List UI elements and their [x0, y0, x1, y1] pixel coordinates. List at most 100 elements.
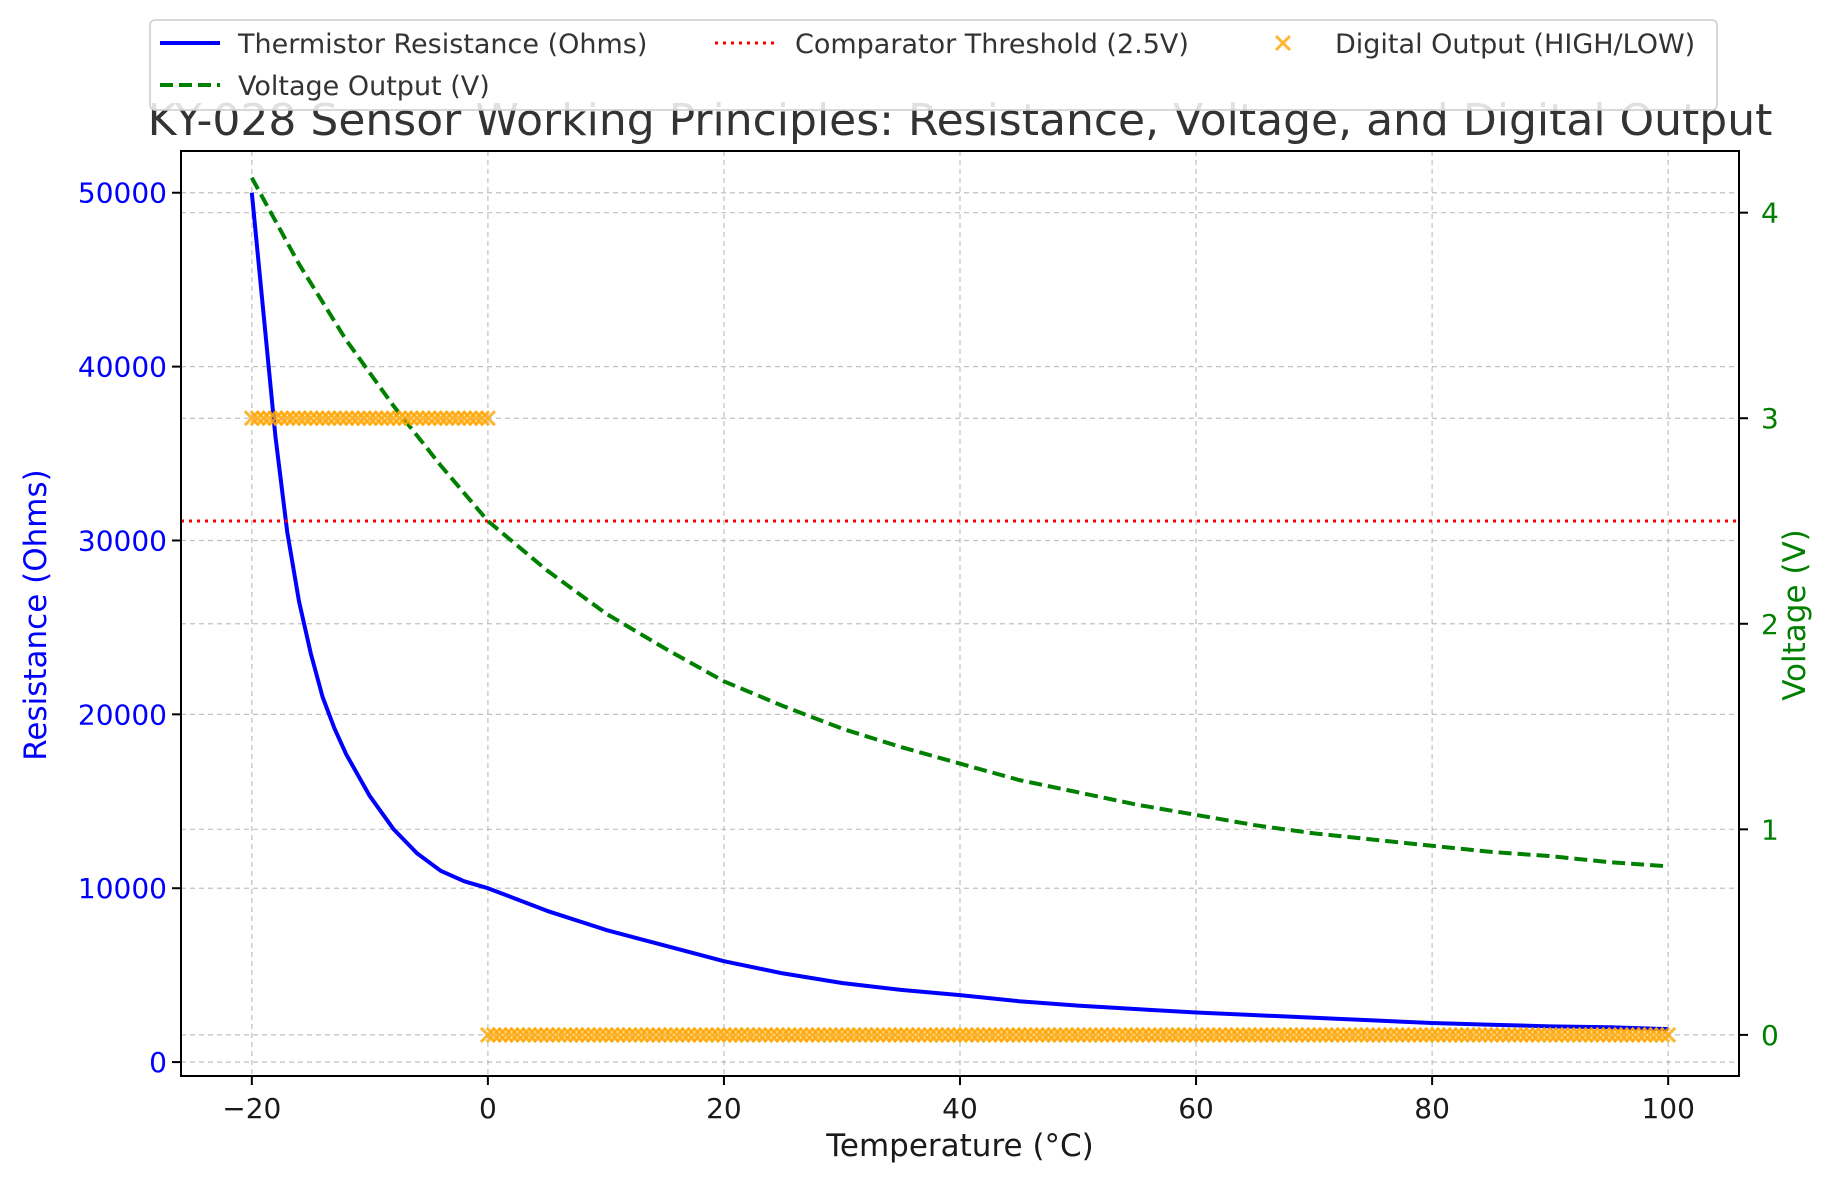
digital-output-marker — [603, 1026, 620, 1043]
legend-label-threshold: Comparator Threshold (2.5V) — [795, 29, 1189, 60]
x-tick-label: −20 — [222, 1092, 281, 1125]
digital-output-marker — [1477, 1026, 1494, 1043]
y-right-tick-label: 0 — [1761, 1019, 1779, 1052]
digital-output-marker — [1394, 1026, 1411, 1043]
digital-output-marker — [792, 1026, 809, 1043]
series-layer — [181, 176, 1739, 1043]
digital-output-marker — [1117, 1026, 1134, 1043]
digital-output-marker — [479, 410, 496, 427]
digital-output-marker — [1542, 1026, 1559, 1043]
digital-output-marker — [940, 1026, 957, 1043]
digital-output-marker — [1553, 1026, 1571, 1043]
digital-output-marker — [1010, 1026, 1028, 1043]
digital-output-marker — [963, 1026, 980, 1043]
x-tick-label: 40 — [942, 1092, 978, 1125]
digital-output-marker — [550, 1026, 567, 1043]
digital-output-marker — [1270, 1026, 1287, 1043]
digital-output-marker — [621, 1026, 638, 1043]
digital-output-marker — [1235, 1026, 1252, 1043]
digital-output-marker — [757, 1026, 774, 1043]
digital-output-marker — [627, 1026, 644, 1043]
digital-output-marker — [1660, 1026, 1677, 1043]
digital-output-marker — [975, 1026, 992, 1043]
digital-output-marker — [1193, 1026, 1211, 1043]
y-left-tick-label: 40000 — [78, 351, 167, 384]
digital-output-marker — [473, 410, 491, 427]
digital-output-marker — [650, 1026, 668, 1043]
digital-output-marker — [1500, 1026, 1517, 1043]
digital-output-marker — [1282, 1026, 1299, 1043]
digital-output-marker — [1229, 1026, 1246, 1043]
digital-output-marker — [739, 1026, 756, 1043]
digital-output-marker — [993, 1026, 1010, 1043]
digital-output-marker — [1258, 1026, 1275, 1043]
digital-output-marker — [1128, 1026, 1146, 1043]
digital-output-marker — [1642, 1026, 1659, 1043]
digital-output-marker — [715, 1026, 732, 1043]
digital-output-marker — [1164, 1026, 1181, 1043]
digital-output-marker — [1046, 1026, 1063, 1043]
digital-output-marker — [1217, 1026, 1234, 1043]
y-right-tick-label: 4 — [1761, 197, 1779, 230]
digital-output-marker — [1471, 1026, 1488, 1043]
digital-output-marker — [444, 410, 461, 427]
digital-output-marker — [922, 1026, 939, 1043]
digital-output-marker — [1276, 1026, 1293, 1043]
digital-output-marker — [845, 1026, 862, 1043]
digital-output-marker — [1547, 1026, 1565, 1043]
digital-output-marker — [1323, 1026, 1340, 1043]
digital-output-marker — [403, 410, 420, 427]
digital-output-marker — [1618, 1026, 1635, 1043]
digital-output-marker — [509, 1026, 526, 1043]
digital-output-marker — [1365, 1026, 1382, 1043]
y-right-tick-label: 1 — [1761, 813, 1779, 846]
digital-output-marker — [1565, 1026, 1582, 1043]
digital-output-marker — [1630, 1026, 1647, 1043]
digital-output-marker — [290, 410, 308, 427]
digital-output-marker — [774, 1026, 792, 1043]
digital-output-marker — [1435, 1026, 1452, 1043]
legend-label-digital: Digital Output (HIGH/LOW) — [1335, 29, 1695, 60]
digital-output-marker — [780, 1026, 797, 1043]
digital-output-marker — [609, 1026, 626, 1043]
digital-output-marker — [833, 1026, 851, 1043]
digital-output-marker — [1022, 1026, 1039, 1043]
digital-output-marker — [373, 410, 390, 427]
digital-output-marker — [243, 410, 260, 427]
digital-output-marker — [656, 1026, 673, 1043]
y-right-tick-label: 3 — [1761, 402, 1779, 435]
digital-output-marker — [1648, 1026, 1665, 1043]
digital-output-marker — [881, 1026, 898, 1043]
y-axis-label-left: Resistance (Ohms) — [18, 469, 54, 761]
digital-output-marker — [1152, 1026, 1169, 1043]
digital-output-marker — [951, 1026, 969, 1043]
digital-output-marker — [521, 1026, 538, 1043]
digital-output-marker — [1288, 1026, 1305, 1043]
digital-output-marker — [1376, 1026, 1393, 1043]
legend-label-voltage: Voltage Output (V) — [238, 71, 490, 102]
digital-output-marker — [1601, 1026, 1618, 1043]
digital-output-marker — [515, 1026, 532, 1043]
resistance-line — [249, 192, 1669, 1032]
x-tick-label: 100 — [1641, 1092, 1694, 1125]
digital-output-marker — [1341, 1026, 1358, 1043]
voltage-line — [250, 176, 1669, 869]
digital-output-marker — [462, 410, 479, 427]
digital-output-marker — [686, 1026, 703, 1043]
digital-output-marker — [1654, 1026, 1671, 1043]
legend: Thermistor Resistance (Ohms) Comparator … — [149, 19, 1718, 111]
digital-output-marker — [1311, 1026, 1329, 1043]
digital-output-marker — [668, 1026, 685, 1043]
digital-output-marker — [1294, 1026, 1311, 1043]
digital-output-marker — [1494, 1026, 1512, 1043]
digital-output-marker — [426, 410, 443, 427]
digital-output-marker — [1429, 1026, 1447, 1043]
x-tick-label: 20 — [706, 1092, 742, 1125]
digital-output-marker — [934, 1026, 951, 1043]
digital-output-marker — [344, 410, 361, 427]
digital-output-marker — [1093, 1026, 1110, 1043]
digital-output-marker — [562, 1026, 579, 1043]
digital-output-marker — [1353, 1026, 1370, 1043]
digital-output-marker — [1347, 1026, 1364, 1043]
digital-output-marker — [468, 410, 485, 427]
